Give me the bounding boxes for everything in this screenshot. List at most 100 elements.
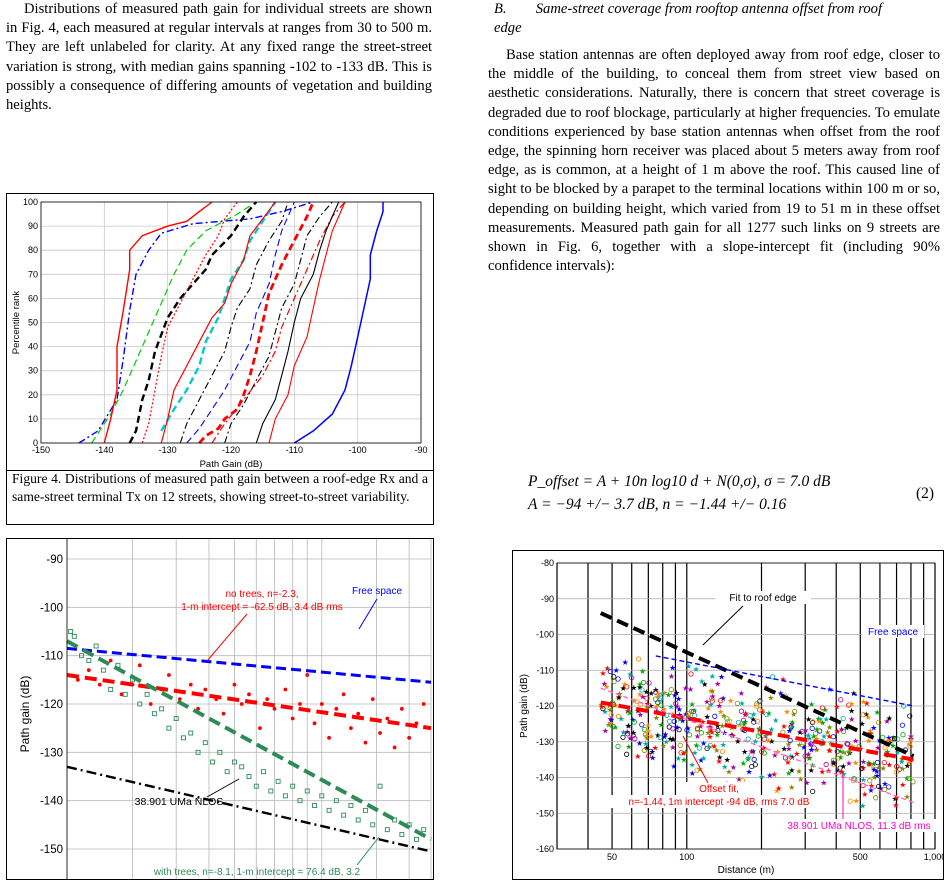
scatter-point: ★ xyxy=(750,715,757,724)
scatter-point: ★ xyxy=(871,765,878,774)
y-tick-label: -120 xyxy=(536,701,554,711)
with-trees-point xyxy=(166,725,172,731)
scatter-point: ★ xyxy=(867,786,874,795)
annotation-offset-fit-2: n=-1.44, 1m intercept -94 dB, rms 7.0 dB xyxy=(629,797,810,808)
scatter-point: ★ xyxy=(805,750,812,759)
scatter-point: ★ xyxy=(773,786,780,795)
scatter-point xyxy=(799,728,805,734)
y-axis-label: Percentile rank xyxy=(11,291,22,355)
scatter-point xyxy=(873,795,879,801)
scatter-point xyxy=(785,756,791,762)
annotation-arrow xyxy=(206,613,248,662)
scatter-point: ★ xyxy=(775,784,782,793)
with-trees-point xyxy=(181,735,186,741)
figure-4-caption: Figure 4. Distributions of measured path… xyxy=(6,469,434,525)
scatter-point: ★ xyxy=(714,731,721,740)
scatter-point xyxy=(751,756,757,763)
scatter-point xyxy=(630,732,637,739)
scatter-point: ★ xyxy=(834,727,841,736)
scatter-point: ★ xyxy=(719,721,726,730)
scatter-point: ★ xyxy=(865,760,872,769)
scatter-point: ★ xyxy=(806,754,813,763)
scatter-point: ★ xyxy=(853,796,860,805)
scatter-point: ★ xyxy=(667,703,674,712)
plot-frame xyxy=(556,562,936,850)
scatter-point: ★ xyxy=(802,726,809,735)
scatter-point: ★ xyxy=(788,783,795,792)
scatter-point: ★ xyxy=(615,693,622,702)
scatter-point xyxy=(838,769,844,775)
scatter-point: ★ xyxy=(630,684,637,693)
y-tick-label: 20 xyxy=(28,390,38,400)
scatter-point xyxy=(691,712,698,718)
no-trees-point xyxy=(283,687,288,692)
x-tick-label: -110 xyxy=(286,445,303,455)
scatter-point: ★ xyxy=(599,669,606,678)
y-tick-label: -110 xyxy=(537,665,554,675)
scatter-point xyxy=(882,786,888,793)
no-trees-point xyxy=(239,702,244,706)
cdf-series-line xyxy=(91,201,257,444)
scatter-point xyxy=(688,671,694,677)
scatter-point xyxy=(876,783,882,790)
with-trees-point xyxy=(261,769,267,775)
scatter-point: ★ xyxy=(707,724,714,733)
y-tick-label: -130 xyxy=(40,747,63,759)
annotation-fit-roof-edge-bg xyxy=(715,591,811,604)
annotation-free-space-bg xyxy=(862,625,924,638)
scatter-point: ★ xyxy=(707,701,714,710)
annotation-offset-fit-2-bg xyxy=(604,795,834,808)
scatter-point: ★ xyxy=(625,722,632,731)
scatter-point: ★ xyxy=(709,692,716,701)
no-trees-point xyxy=(290,716,295,721)
scatter-point: ★ xyxy=(627,734,634,743)
annotation-with-trees: with trees, n=-8.1, 1-m intercept = 76.4… xyxy=(153,867,361,878)
scatter-point: ★ xyxy=(680,755,687,764)
with-trees-point xyxy=(312,803,317,808)
scatter-point: ★ xyxy=(682,684,689,693)
scatter-point: ★ xyxy=(819,767,826,776)
with-trees-point xyxy=(282,793,288,799)
annotation-free-space: Free space xyxy=(352,586,402,597)
y-tick-label: 90 xyxy=(28,221,38,231)
scatter-point xyxy=(624,751,630,757)
no-trees-point xyxy=(108,658,113,663)
scatter-point: ★ xyxy=(698,756,705,765)
scatter-point: ★ xyxy=(813,734,820,743)
scatter-point: ★ xyxy=(863,710,870,719)
scatter-point: ★ xyxy=(607,715,614,724)
scatter-point: ★ xyxy=(899,765,906,774)
scatter-point: ★ xyxy=(750,710,757,719)
scatter-point xyxy=(696,745,702,751)
scatter-point xyxy=(808,741,814,747)
scatter-point: ★ xyxy=(694,732,701,741)
right-paragraph: Base station antennas are often deployed… xyxy=(488,47,940,275)
scatter-point xyxy=(900,732,906,738)
cdf-series-line xyxy=(224,201,333,444)
scatter-point: ★ xyxy=(662,730,669,739)
no-trees-point xyxy=(356,711,361,716)
scatter-point: ★ xyxy=(789,718,796,727)
figure-6-chart: ★★★★★★★★★★★★★★★★★★★★★★★★★★★★★★★★★★★★★★★★… xyxy=(519,558,943,876)
figure-4: -150 -140 -130 -120 -110 -100 -90 0 10 20 30 40 50 60… xyxy=(6,193,434,471)
scatter-point: ★ xyxy=(756,725,763,734)
scatter-point: ★ xyxy=(689,769,696,778)
scatter-point: ★ xyxy=(848,700,855,709)
scatter-point: ★ xyxy=(655,689,662,698)
scatter-point: ★ xyxy=(598,701,605,710)
with-trees-point xyxy=(137,701,143,707)
no-trees-point xyxy=(97,682,102,687)
scatter-point xyxy=(749,763,755,770)
scatter-point xyxy=(769,674,776,680)
scatter-point xyxy=(838,697,844,703)
with-trees-point xyxy=(304,788,310,794)
scatter-point: ★ xyxy=(736,775,743,784)
scatter-point: ★ xyxy=(738,699,745,708)
x-tick-label: 100 xyxy=(679,852,694,862)
scatter-point xyxy=(859,765,865,772)
x-axis-label: Path Gain (dB) xyxy=(200,459,263,470)
no-trees-point xyxy=(298,702,302,706)
scatter-point xyxy=(734,700,741,706)
annotation-no-trees-1: no trees, n=-2.3, xyxy=(225,589,298,600)
scatter-point xyxy=(850,778,857,784)
